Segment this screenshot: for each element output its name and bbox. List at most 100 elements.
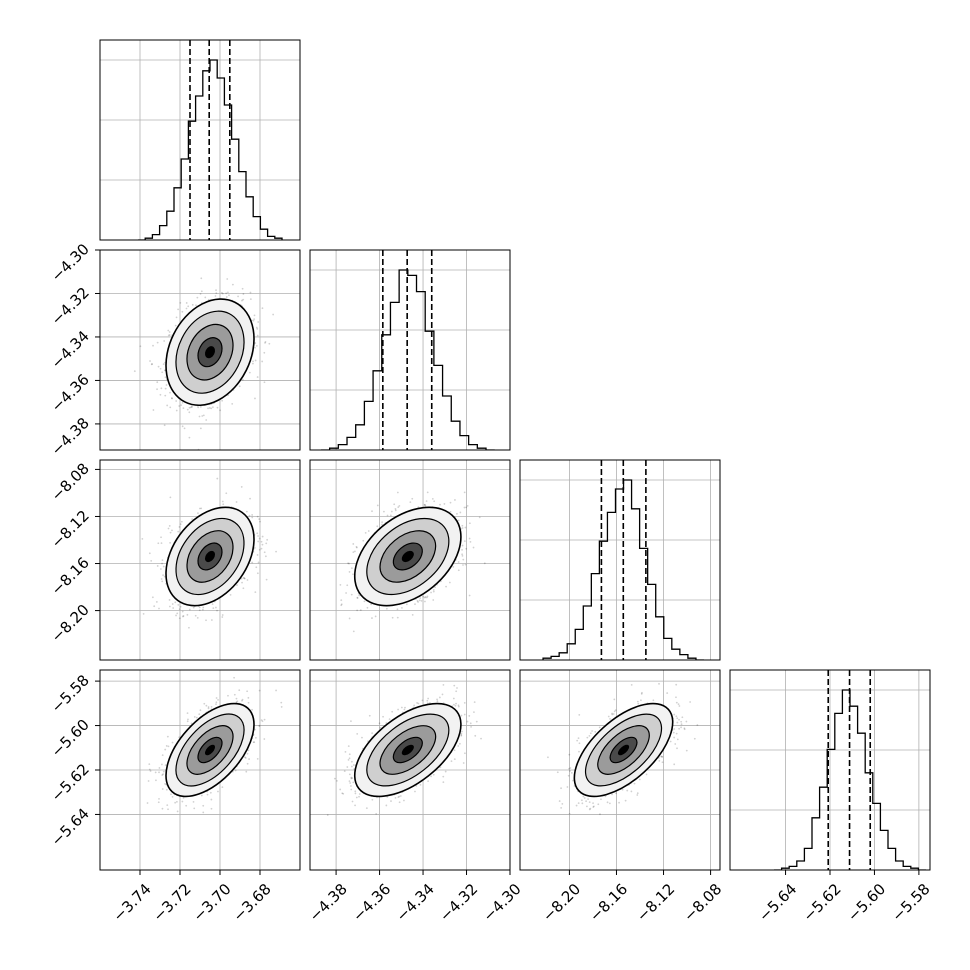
scatter-point (179, 605, 182, 608)
scatter-point (263, 718, 266, 721)
scatter-point (255, 566, 258, 569)
scatter-point (168, 599, 171, 601)
scatter-point (426, 491, 429, 494)
scatter-point (264, 340, 267, 343)
scatter-point (174, 324, 177, 327)
scatter-point (151, 363, 154, 365)
scatter-point (261, 543, 264, 546)
scatter-point (425, 596, 428, 599)
scatter-point (350, 567, 353, 570)
scatter-point (225, 492, 228, 495)
scatter-point (207, 407, 209, 410)
scatter-point (197, 406, 200, 409)
scatter-point (174, 601, 177, 604)
scatter-point (423, 596, 426, 599)
scatter-point (391, 616, 394, 619)
scatter-point (261, 535, 264, 538)
scatter-point (241, 287, 244, 290)
panel-frame (309, 249, 511, 451)
scatter-point (251, 516, 254, 519)
scatter-point (268, 342, 271, 345)
scatter-point (176, 612, 179, 615)
scatter-point (374, 615, 377, 618)
contour-level-4 (205, 346, 216, 359)
scatter-point (252, 360, 254, 363)
scatter-point (468, 537, 471, 540)
scatter-point (188, 608, 191, 611)
scatter-point (358, 594, 361, 597)
scatter-point (381, 523, 383, 526)
scatter-point (158, 771, 160, 774)
scatter-point (189, 406, 192, 409)
scatter-point (461, 554, 464, 557)
scatter-point (348, 562, 350, 565)
scatter-point (175, 409, 178, 412)
scatter-point (181, 425, 184, 428)
scatter-point (339, 583, 342, 586)
scatter-point (252, 319, 255, 322)
scatter-point (483, 562, 486, 565)
scatter-point (182, 407, 185, 410)
scatter-point (424, 504, 427, 507)
scatter-point (152, 409, 155, 411)
scatter-point (266, 538, 269, 541)
scatter-point (359, 609, 362, 611)
scatter-point (256, 554, 259, 556)
panel-frame (99, 459, 301, 661)
scatter-point (201, 415, 204, 417)
scatter-point (198, 507, 201, 510)
scatter-point (206, 793, 209, 796)
panel-2-2 (520, 460, 720, 660)
scatter-point (376, 525, 379, 528)
scatter-point (165, 384, 168, 386)
scatter-point (159, 393, 162, 396)
scatter-point (133, 370, 136, 373)
scatter-point (260, 547, 263, 550)
scatter-point (426, 595, 429, 598)
scatter-point (205, 619, 207, 622)
scatter-point (356, 596, 359, 599)
scatter-point (459, 511, 462, 514)
scatter-point (264, 341, 266, 344)
scatter-point (161, 371, 164, 374)
scatter-point (168, 334, 171, 336)
scatter-point (348, 571, 351, 573)
scatter-point (156, 341, 159, 344)
scatter-point (188, 406, 191, 409)
scatter-point (199, 427, 202, 430)
scatter-point (141, 537, 144, 540)
scatter-point (198, 713, 201, 716)
scatter-point (150, 559, 153, 562)
scatter-point (383, 510, 385, 513)
panel-frame (309, 459, 511, 661)
scatter-point (180, 520, 183, 523)
scatter-point (265, 542, 268, 545)
scatter-point (185, 307, 188, 310)
scatter-point (168, 331, 171, 333)
scatter-point (461, 553, 464, 556)
scatter-point (198, 609, 201, 612)
scatter-point (196, 296, 199, 299)
scatter-point (216, 477, 219, 480)
scatter-point (196, 616, 199, 619)
scatter-point (221, 614, 224, 616)
scatter-point (256, 572, 259, 575)
scatter-point (160, 578, 163, 580)
scatter-point (256, 376, 259, 378)
scatter-point (156, 381, 159, 384)
scatter-point (186, 712, 189, 715)
scatter-point (209, 791, 212, 794)
scatter-point (371, 617, 373, 619)
scatter-point (242, 298, 245, 301)
scatter-point (221, 399, 224, 402)
scatter-point (177, 308, 180, 311)
scatter-point (160, 536, 162, 539)
scatter-point (355, 546, 358, 549)
scatter-point (430, 591, 432, 594)
scatter-point (461, 544, 464, 547)
scatter-point (236, 700, 239, 703)
scatter-point (165, 788, 168, 791)
scatter-point (257, 535, 259, 537)
scatter-point (431, 497, 434, 500)
scatter-point (425, 500, 428, 503)
